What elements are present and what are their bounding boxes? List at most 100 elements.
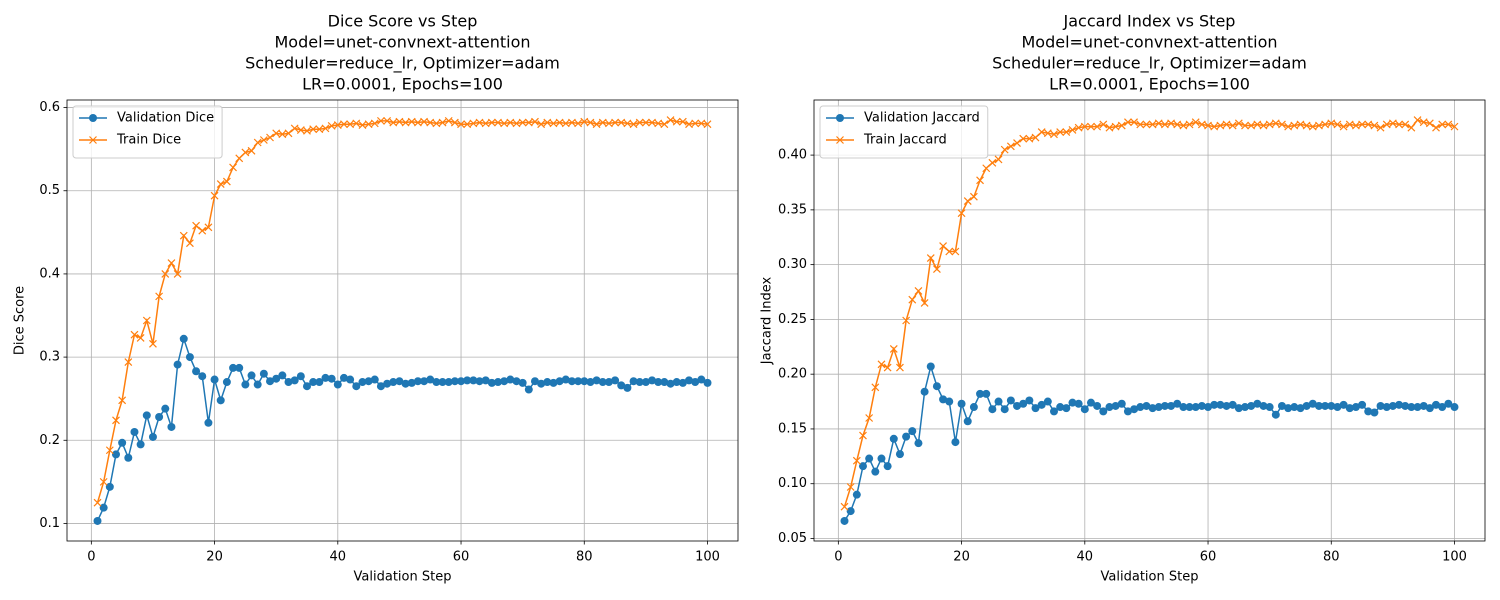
axes-frame xyxy=(66,99,739,542)
data-point xyxy=(315,378,324,387)
data-point xyxy=(1370,121,1379,130)
y-tick-label: 0.05 xyxy=(778,531,807,546)
data-point xyxy=(537,379,546,388)
legend-label: Train Dice xyxy=(116,133,181,148)
data-line xyxy=(843,119,1455,507)
data-point xyxy=(185,239,194,248)
data-point xyxy=(161,404,170,413)
chart-title: Scheduler=reduce_lr, Optimizer=adam xyxy=(992,54,1307,74)
data-point xyxy=(1000,145,1009,154)
x-tick-label: 60 xyxy=(1200,550,1217,565)
data-point xyxy=(703,378,712,387)
data-point xyxy=(1019,134,1028,143)
data-point xyxy=(309,378,318,387)
data-point xyxy=(1136,403,1145,412)
data-point xyxy=(574,377,583,386)
data-point xyxy=(982,389,991,398)
data-point xyxy=(303,126,311,135)
data-point xyxy=(1167,401,1176,410)
data-point xyxy=(1124,118,1132,127)
data-point xyxy=(407,378,416,387)
y-tick-label: 0.1 xyxy=(39,516,60,531)
data-point xyxy=(697,375,706,384)
data-point xyxy=(852,456,861,465)
data-point xyxy=(487,378,496,387)
data-point xyxy=(969,403,978,412)
data-point xyxy=(1006,396,1015,405)
data-point xyxy=(617,381,626,390)
data-point xyxy=(1241,121,1249,130)
data-point xyxy=(1130,118,1139,127)
data-point xyxy=(383,379,392,388)
data-point xyxy=(142,316,151,325)
data-point xyxy=(896,363,904,372)
data-point xyxy=(561,375,570,384)
data-point xyxy=(1253,399,1262,408)
y-tick-label: 0.6 xyxy=(39,100,60,115)
data-point xyxy=(1043,129,1052,138)
data-point xyxy=(1358,400,1367,409)
data-point xyxy=(1302,121,1311,130)
data-point xyxy=(951,247,960,256)
data-point xyxy=(531,117,539,126)
data-point xyxy=(1284,404,1293,413)
data-point xyxy=(1314,401,1323,410)
legend-label: Validation Jaccard xyxy=(864,111,980,126)
data-point xyxy=(939,395,948,404)
data-point xyxy=(858,462,867,471)
data-point xyxy=(241,148,250,157)
data-point xyxy=(678,117,687,126)
data-point xyxy=(438,378,447,387)
data-point xyxy=(1191,118,1200,127)
data-point xyxy=(339,373,348,382)
data-point xyxy=(327,374,336,383)
data-point xyxy=(932,265,941,273)
data-point xyxy=(1308,122,1317,131)
data-point xyxy=(1419,401,1428,410)
legend-box xyxy=(72,105,223,159)
data-point xyxy=(586,118,595,127)
data-point xyxy=(1049,407,1058,416)
data-point xyxy=(438,118,447,127)
data-point xyxy=(413,377,422,386)
data-point xyxy=(957,399,966,408)
axes-frame xyxy=(813,99,1486,542)
data-point xyxy=(1376,401,1385,410)
data-point xyxy=(635,378,644,387)
data-point xyxy=(1142,120,1151,129)
data-point xyxy=(401,379,410,388)
data-point xyxy=(1013,139,1021,147)
data-point xyxy=(506,375,515,384)
data-point xyxy=(1167,119,1175,128)
data-point xyxy=(1339,122,1348,131)
data-point xyxy=(889,345,898,353)
legend-box xyxy=(819,105,989,159)
data-point xyxy=(1271,410,1280,419)
data-point xyxy=(1444,399,1453,408)
data-point xyxy=(580,377,589,386)
data-point xyxy=(1087,122,1095,131)
data-point xyxy=(877,454,886,463)
data-point xyxy=(259,369,268,378)
legend-marker xyxy=(836,136,844,144)
data-point xyxy=(1315,121,1323,130)
data-point xyxy=(1013,401,1022,410)
data-point xyxy=(1345,404,1354,413)
data-point xyxy=(1407,403,1416,412)
data-point xyxy=(130,330,139,339)
data-point xyxy=(500,377,509,386)
data-point xyxy=(475,377,484,386)
data-point xyxy=(1099,407,1108,416)
data-point xyxy=(457,377,466,386)
data-point xyxy=(1364,407,1373,416)
data-point xyxy=(1265,403,1274,412)
data-point xyxy=(1043,397,1052,406)
data-point xyxy=(457,120,465,129)
data-point xyxy=(846,507,855,516)
legend-label: Train Jaccard xyxy=(863,133,947,148)
chart-title: Jaccard Index vs Step xyxy=(1063,12,1236,31)
data-point xyxy=(1284,122,1293,131)
data-point xyxy=(167,259,176,268)
data-point xyxy=(555,377,564,386)
data-point xyxy=(272,374,281,383)
